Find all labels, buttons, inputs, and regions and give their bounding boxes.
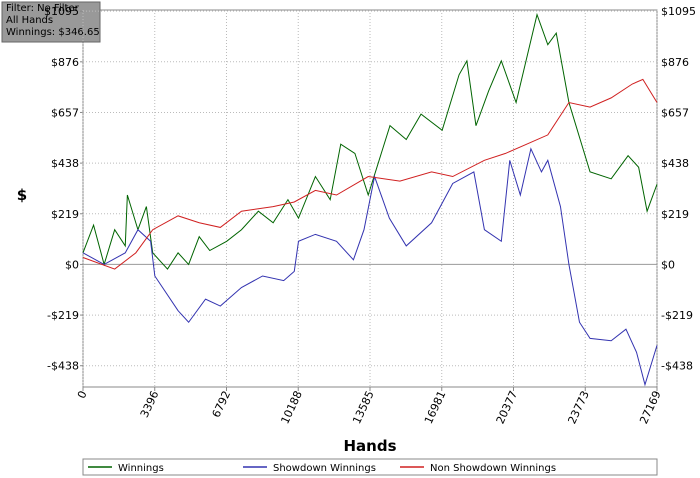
y2-tick-label: $438 [661, 157, 689, 170]
y2-tick-label: $0 [661, 258, 675, 271]
x-tick-label: 20377 [494, 389, 521, 426]
x-axis-label: Hands [343, 437, 396, 455]
y-tick-label: $0 [65, 258, 79, 271]
legend [82, 458, 658, 476]
legend-label: Non Showdown Winnings [430, 463, 556, 474]
y2-tick-label: -$219 [661, 309, 693, 322]
y2-tick-label: $1095 [661, 5, 696, 18]
series-line [82, 78, 658, 270]
x-tick-label: 0 [75, 389, 90, 401]
legend-label: Showdown Winnings [273, 463, 376, 474]
series-line [82, 147, 658, 387]
y-tick-label: -$438 [47, 360, 79, 373]
y-tick-label: $219 [51, 208, 79, 221]
x-tick-label: 16981 [422, 389, 449, 426]
y-tick-label: $1095 [44, 5, 79, 18]
y-tick-label: $876 [51, 56, 79, 69]
y-tick-label: -$219 [47, 309, 79, 322]
x-tick-label: 23773 [565, 389, 592, 426]
info-text: Filter: No Filter [6, 3, 80, 14]
x-tick-label: 10188 [278, 389, 305, 426]
info-box [1, 1, 101, 43]
y2-tick-label: $876 [661, 56, 689, 69]
legend-label: Winnings [118, 463, 164, 474]
y-tick-label: $438 [51, 157, 79, 170]
info-text: All Hands [6, 15, 53, 26]
x-tick-label: 6792 [210, 389, 234, 420]
x-tick-label: 13585 [350, 389, 377, 426]
info-text: Winnings: $346.65 [6, 27, 100, 38]
y2-tick-label: -$438 [661, 360, 693, 373]
x-tick-label: 3396 [138, 389, 162, 420]
y2-tick-label: $219 [661, 208, 689, 221]
series-line [82, 12, 658, 270]
x-tick-label: 27169 [637, 389, 664, 426]
y-axis-label: $ [17, 186, 27, 204]
y2-tick-label: $657 [661, 106, 689, 119]
y-tick-label: $657 [51, 106, 79, 119]
